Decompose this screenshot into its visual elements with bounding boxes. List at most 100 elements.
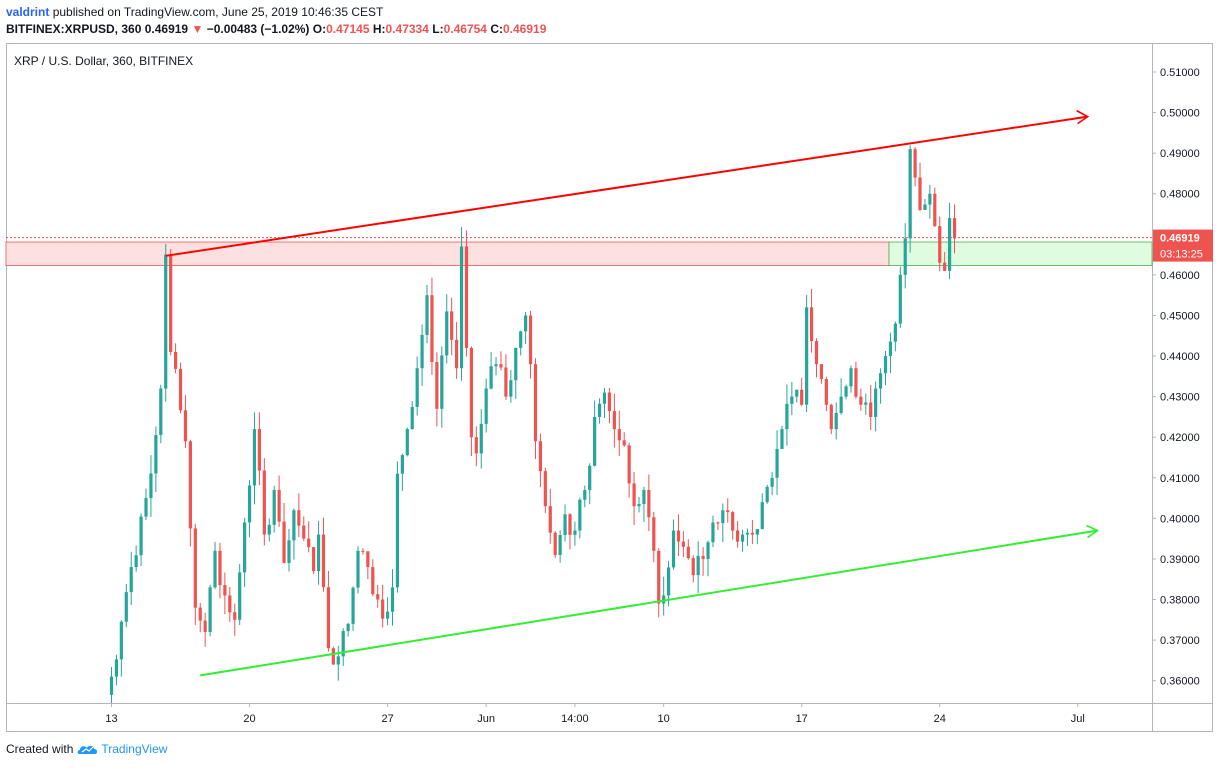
candle-body xyxy=(351,587,355,624)
candle xyxy=(326,571,331,652)
candle-body xyxy=(272,489,276,525)
candle-body xyxy=(548,506,552,533)
candle xyxy=(874,381,878,432)
candle xyxy=(238,563,242,625)
candle xyxy=(617,410,621,456)
candle-body xyxy=(647,489,651,518)
candle xyxy=(464,230,469,357)
high-label: H: xyxy=(372,22,386,36)
candle-body xyxy=(312,547,316,572)
candle xyxy=(524,311,528,345)
y-tick-label: 0.38000 xyxy=(1160,595,1200,607)
candle-body xyxy=(346,623,350,632)
candle-body xyxy=(479,423,483,454)
candle-body xyxy=(691,558,695,576)
tradingview-logo[interactable]: TradingView xyxy=(77,742,167,756)
candle-body xyxy=(450,311,454,340)
x-tick-label: 24 xyxy=(934,713,946,725)
candle-body xyxy=(287,540,291,564)
candle xyxy=(139,513,143,567)
candle-body xyxy=(617,429,621,441)
candle-body xyxy=(178,368,183,411)
candle xyxy=(805,295,809,412)
candle xyxy=(893,321,897,352)
candle xyxy=(928,184,932,219)
candle xyxy=(198,603,202,633)
candle xyxy=(164,243,168,402)
candle-body xyxy=(164,254,168,389)
candle xyxy=(440,346,444,428)
candle-body xyxy=(435,362,439,409)
candle-body xyxy=(583,489,587,500)
candle xyxy=(597,398,602,424)
candle-body xyxy=(913,149,917,178)
candle xyxy=(257,412,261,486)
y-tick-label: 0.49000 xyxy=(1160,148,1200,160)
candle xyxy=(203,612,207,647)
candle xyxy=(948,202,952,280)
candle-body xyxy=(731,512,735,531)
candle-body xyxy=(809,307,814,342)
candle xyxy=(913,147,917,187)
candle-body xyxy=(923,204,927,210)
candle xyxy=(287,528,291,572)
candle-body xyxy=(366,551,370,568)
candle-body xyxy=(524,315,528,332)
candle-body xyxy=(844,386,848,397)
candle-body xyxy=(563,514,567,535)
candle xyxy=(282,502,286,564)
candle-body xyxy=(740,534,745,542)
candle-body xyxy=(341,631,345,657)
candle-body xyxy=(538,441,543,472)
candle xyxy=(622,432,626,448)
candle xyxy=(745,528,750,547)
candle-body xyxy=(834,412,838,430)
candle-body xyxy=(780,429,784,449)
candle xyxy=(642,486,646,522)
candle-body xyxy=(134,555,138,568)
candle xyxy=(188,439,192,547)
candle-body xyxy=(109,676,114,695)
candle xyxy=(514,347,518,399)
candle-body xyxy=(514,347,518,381)
candle-body xyxy=(622,440,626,446)
candle xyxy=(681,531,685,558)
candle xyxy=(351,586,355,631)
candle-body xyxy=(277,489,281,522)
x-tick-label: 20 xyxy=(243,713,255,725)
candle xyxy=(400,453,404,491)
candle-body xyxy=(711,522,715,543)
tradingview-brand-text: TradingView xyxy=(101,742,168,756)
price-tag-countdown: 03:13:25 xyxy=(1160,249,1203,261)
candle-body xyxy=(824,378,828,405)
candle xyxy=(938,216,942,272)
open-label: O: xyxy=(312,22,327,36)
candle xyxy=(760,493,764,530)
candle-body xyxy=(316,534,321,572)
y-tick-label: 0.40000 xyxy=(1160,513,1200,525)
candle xyxy=(119,620,123,677)
candle-body xyxy=(400,455,404,474)
candle-body xyxy=(765,486,769,503)
high-value: 0.47334 xyxy=(385,22,429,36)
candle-body xyxy=(553,532,557,555)
candle xyxy=(814,338,819,378)
candle xyxy=(844,384,848,400)
candle-body xyxy=(721,510,725,524)
candle-body xyxy=(528,315,533,365)
price-tag-background xyxy=(1153,229,1213,262)
candle-body xyxy=(223,585,227,596)
candle-body xyxy=(676,530,681,542)
author-name[interactable]: valdrint xyxy=(6,5,50,19)
candle xyxy=(371,559,375,597)
candle xyxy=(316,520,321,585)
candle-body xyxy=(124,592,128,622)
candle xyxy=(425,284,429,344)
candle xyxy=(213,542,217,590)
symbol-info: BITFINEX:XRPUSD, 360 0.46919 ▼ −0.00483 … xyxy=(6,22,546,36)
publish-info: valdrint published on TradingView.com, J… xyxy=(6,5,383,19)
candle-body xyxy=(198,607,202,621)
candle-body xyxy=(795,389,799,397)
close-value: 0.46919 xyxy=(503,22,547,36)
